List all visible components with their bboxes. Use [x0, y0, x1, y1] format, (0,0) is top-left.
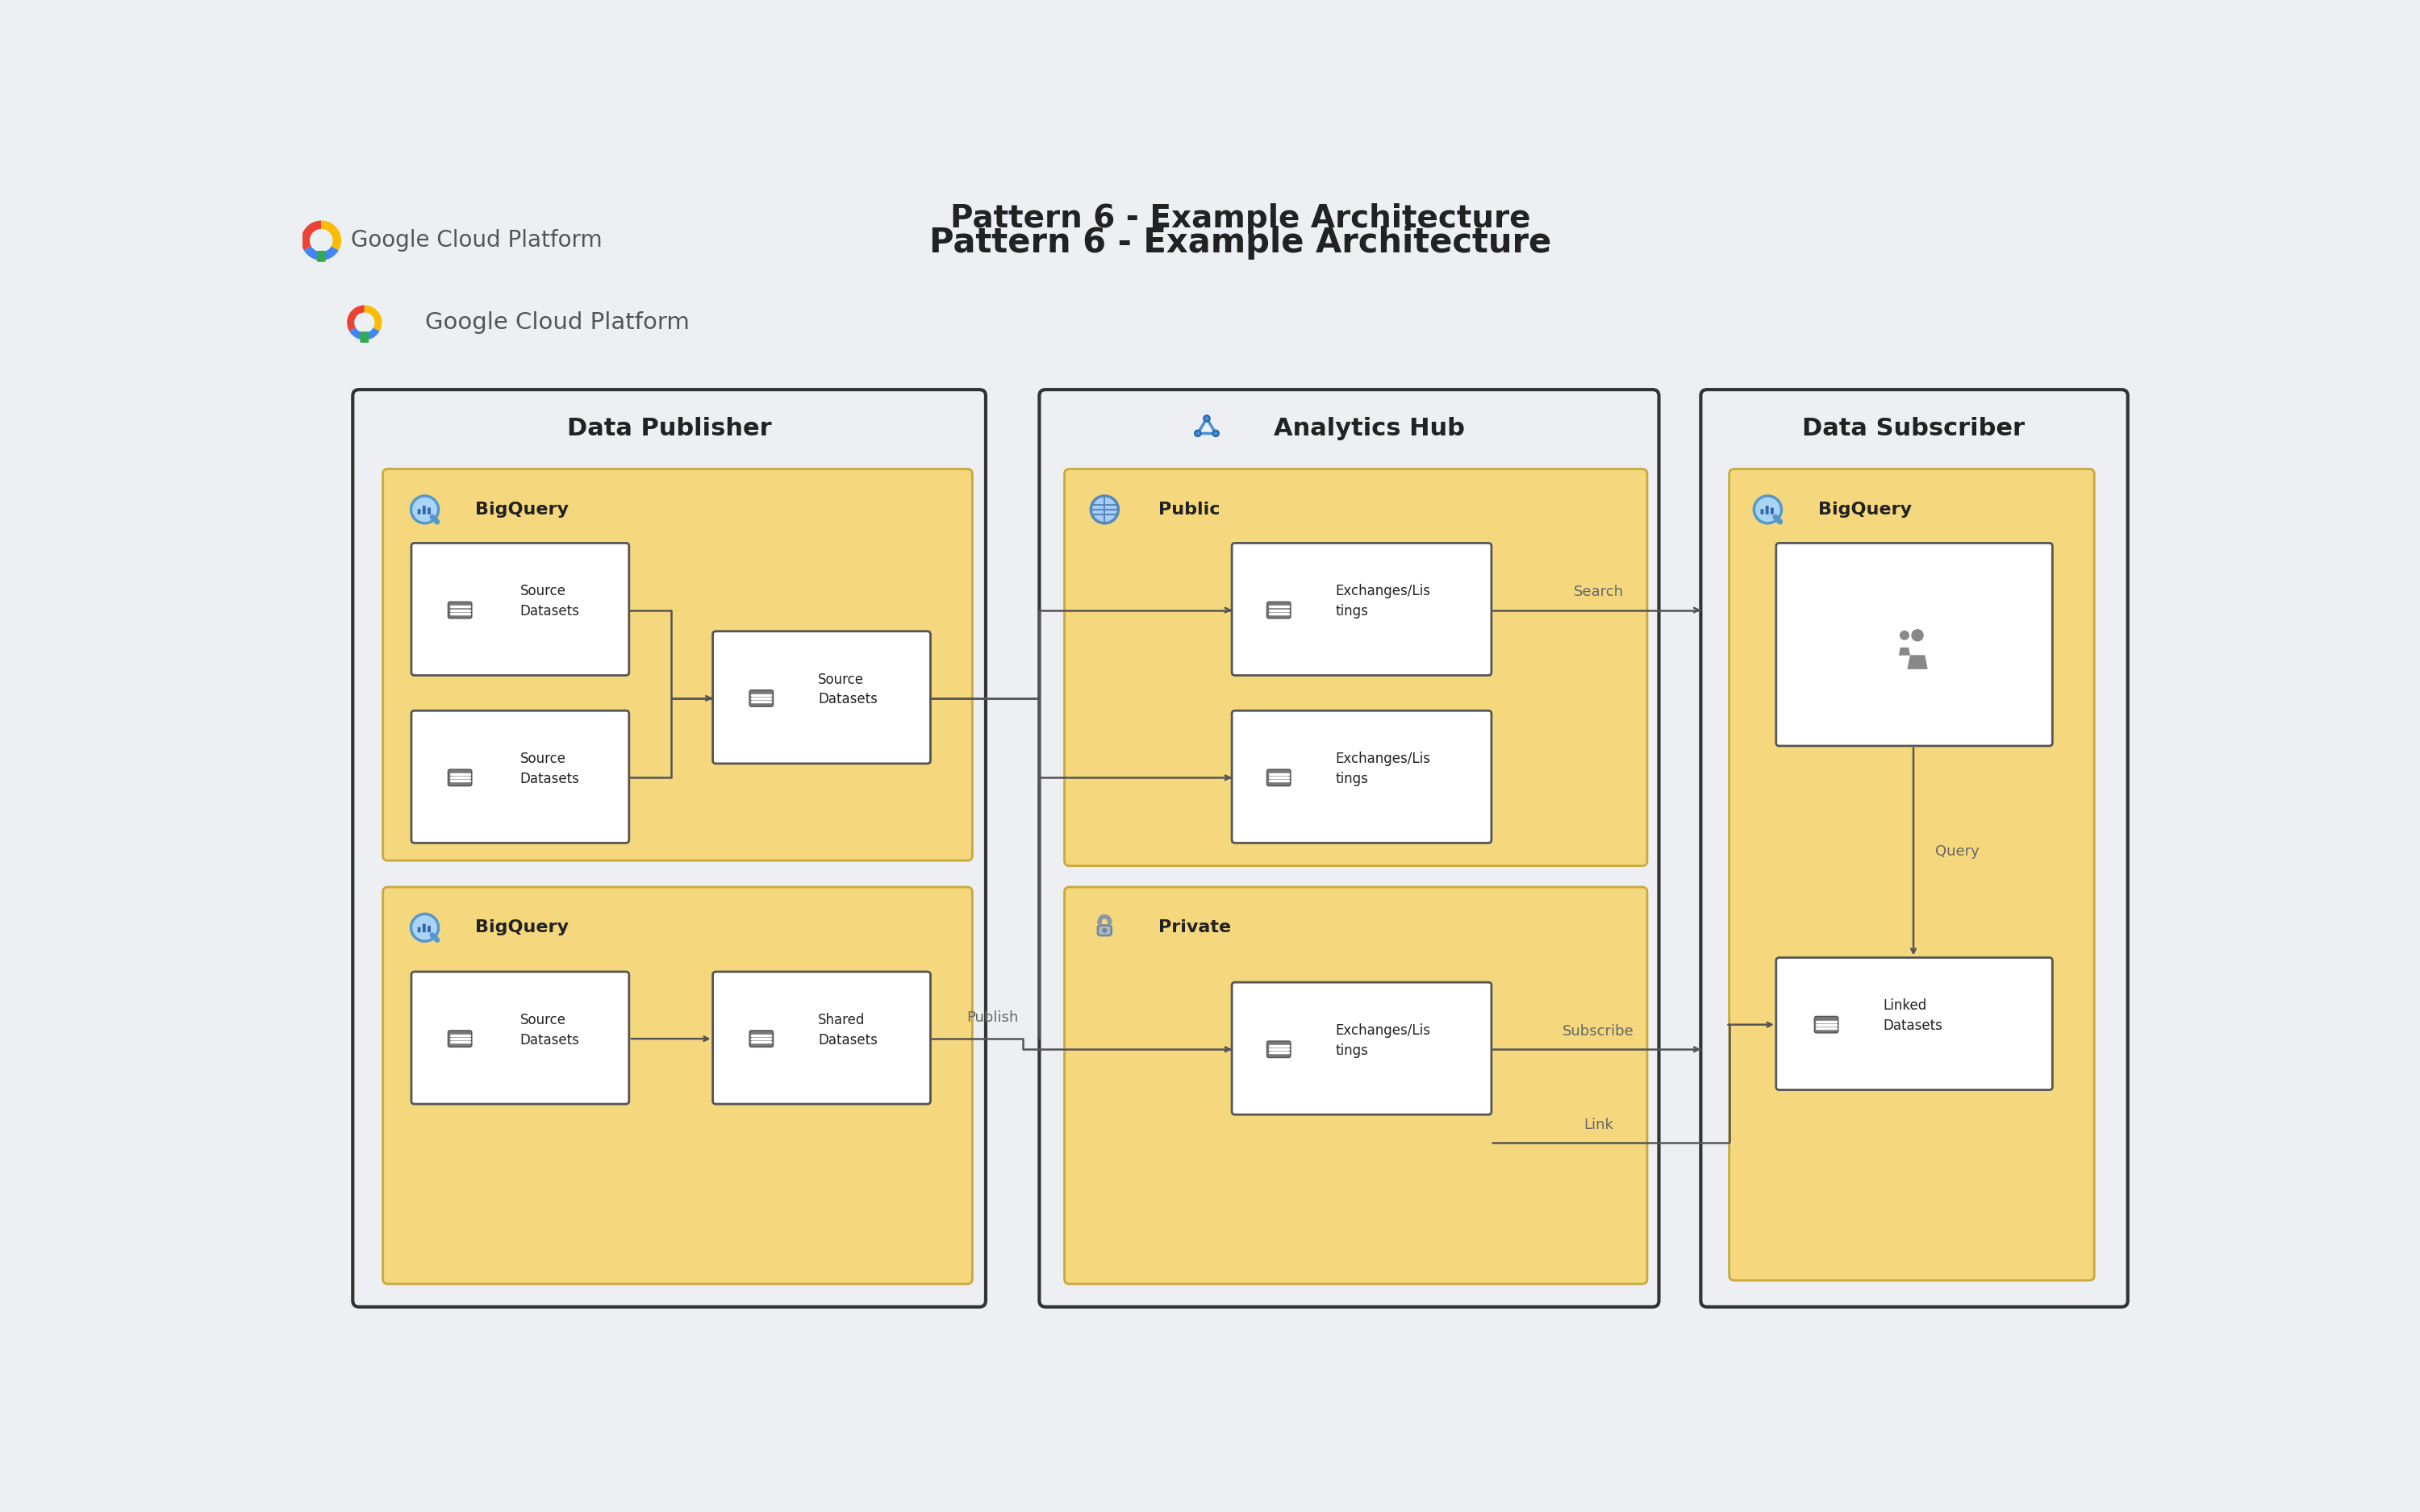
Polygon shape	[1907, 655, 1929, 670]
FancyBboxPatch shape	[1232, 983, 1491, 1114]
FancyBboxPatch shape	[353, 390, 985, 1306]
Text: BigQuery: BigQuery	[474, 502, 569, 517]
FancyBboxPatch shape	[1268, 602, 1290, 618]
Polygon shape	[1900, 647, 1909, 655]
Text: Shared
Datasets: Shared Datasets	[818, 1013, 878, 1048]
Text: Data Subscriber: Data Subscriber	[1803, 417, 2026, 440]
FancyBboxPatch shape	[1776, 543, 2052, 745]
FancyBboxPatch shape	[1767, 505, 1769, 514]
FancyBboxPatch shape	[424, 505, 426, 514]
FancyBboxPatch shape	[419, 510, 421, 514]
Text: Search: Search	[1573, 585, 1624, 599]
Wedge shape	[365, 305, 382, 331]
Circle shape	[356, 313, 375, 333]
Text: BigQuery: BigQuery	[474, 919, 569, 936]
Text: Source
Datasets: Source Datasets	[520, 751, 581, 786]
FancyBboxPatch shape	[411, 543, 629, 676]
Text: Exchanges/Lis
tings: Exchanges/Lis tings	[1336, 1024, 1430, 1058]
Text: Query: Query	[1936, 845, 1980, 859]
Circle shape	[1203, 416, 1210, 422]
Circle shape	[1104, 928, 1106, 933]
Circle shape	[1900, 631, 1909, 640]
FancyBboxPatch shape	[411, 711, 629, 844]
FancyBboxPatch shape	[714, 972, 929, 1104]
FancyBboxPatch shape	[419, 927, 421, 933]
Wedge shape	[305, 240, 339, 260]
FancyBboxPatch shape	[1232, 543, 1491, 676]
Text: Exchanges/Lis
tings: Exchanges/Lis tings	[1336, 584, 1430, 618]
Text: Google Cloud Platform: Google Cloud Platform	[351, 230, 603, 251]
Circle shape	[1754, 496, 1781, 523]
Wedge shape	[346, 305, 365, 331]
Circle shape	[1212, 431, 1220, 437]
Wedge shape	[348, 322, 380, 340]
FancyBboxPatch shape	[448, 1031, 472, 1046]
FancyBboxPatch shape	[411, 972, 629, 1104]
FancyBboxPatch shape	[424, 924, 426, 933]
Text: Source
Datasets: Source Datasets	[520, 1013, 581, 1048]
FancyBboxPatch shape	[1759, 510, 1764, 514]
Text: Google Cloud Platform: Google Cloud Platform	[426, 311, 690, 334]
Circle shape	[1912, 629, 1924, 641]
FancyBboxPatch shape	[428, 925, 431, 933]
Text: Public: Public	[1159, 502, 1220, 517]
Text: Source
Datasets: Source Datasets	[818, 673, 878, 706]
FancyBboxPatch shape	[448, 602, 472, 618]
Circle shape	[310, 230, 332, 251]
FancyBboxPatch shape	[1701, 390, 2127, 1306]
Wedge shape	[300, 221, 322, 251]
FancyBboxPatch shape	[1730, 469, 2093, 1281]
Text: BigQuery: BigQuery	[1817, 502, 1912, 517]
Text: Private: Private	[1159, 919, 1232, 936]
FancyBboxPatch shape	[750, 689, 774, 706]
Text: Publish: Publish	[966, 1010, 1019, 1025]
FancyBboxPatch shape	[1776, 957, 2052, 1090]
Circle shape	[411, 496, 438, 523]
FancyBboxPatch shape	[1232, 711, 1491, 844]
FancyBboxPatch shape	[1038, 390, 1658, 1306]
FancyBboxPatch shape	[382, 888, 973, 1284]
FancyBboxPatch shape	[1268, 770, 1290, 786]
FancyBboxPatch shape	[1065, 888, 1648, 1284]
FancyBboxPatch shape	[1268, 1042, 1290, 1057]
FancyBboxPatch shape	[750, 1031, 774, 1046]
Text: Pattern 6 - Example Architecture: Pattern 6 - Example Architecture	[929, 225, 1551, 260]
Text: Exchanges/Lis
tings: Exchanges/Lis tings	[1336, 751, 1430, 786]
Circle shape	[1091, 496, 1118, 523]
Text: Linked
Datasets: Linked Datasets	[1883, 998, 1943, 1033]
Text: Data Publisher: Data Publisher	[566, 417, 772, 440]
Wedge shape	[322, 221, 341, 251]
FancyBboxPatch shape	[382, 469, 973, 860]
FancyBboxPatch shape	[448, 770, 472, 786]
Circle shape	[411, 913, 438, 942]
FancyBboxPatch shape	[1815, 1016, 1839, 1033]
Text: Source
Datasets: Source Datasets	[520, 584, 581, 618]
Text: Pattern 6 - Example Architecture: Pattern 6 - Example Architecture	[951, 203, 1529, 234]
FancyBboxPatch shape	[1065, 469, 1648, 866]
Text: Analytics Hub: Analytics Hub	[1273, 417, 1464, 440]
FancyBboxPatch shape	[1771, 508, 1774, 514]
FancyBboxPatch shape	[1099, 925, 1111, 936]
Text: Link: Link	[1583, 1117, 1614, 1132]
FancyBboxPatch shape	[317, 251, 327, 262]
FancyBboxPatch shape	[361, 331, 368, 343]
Text: Subscribe: Subscribe	[1563, 1024, 1634, 1039]
FancyBboxPatch shape	[428, 508, 431, 514]
FancyBboxPatch shape	[714, 632, 929, 764]
Circle shape	[1195, 431, 1200, 437]
